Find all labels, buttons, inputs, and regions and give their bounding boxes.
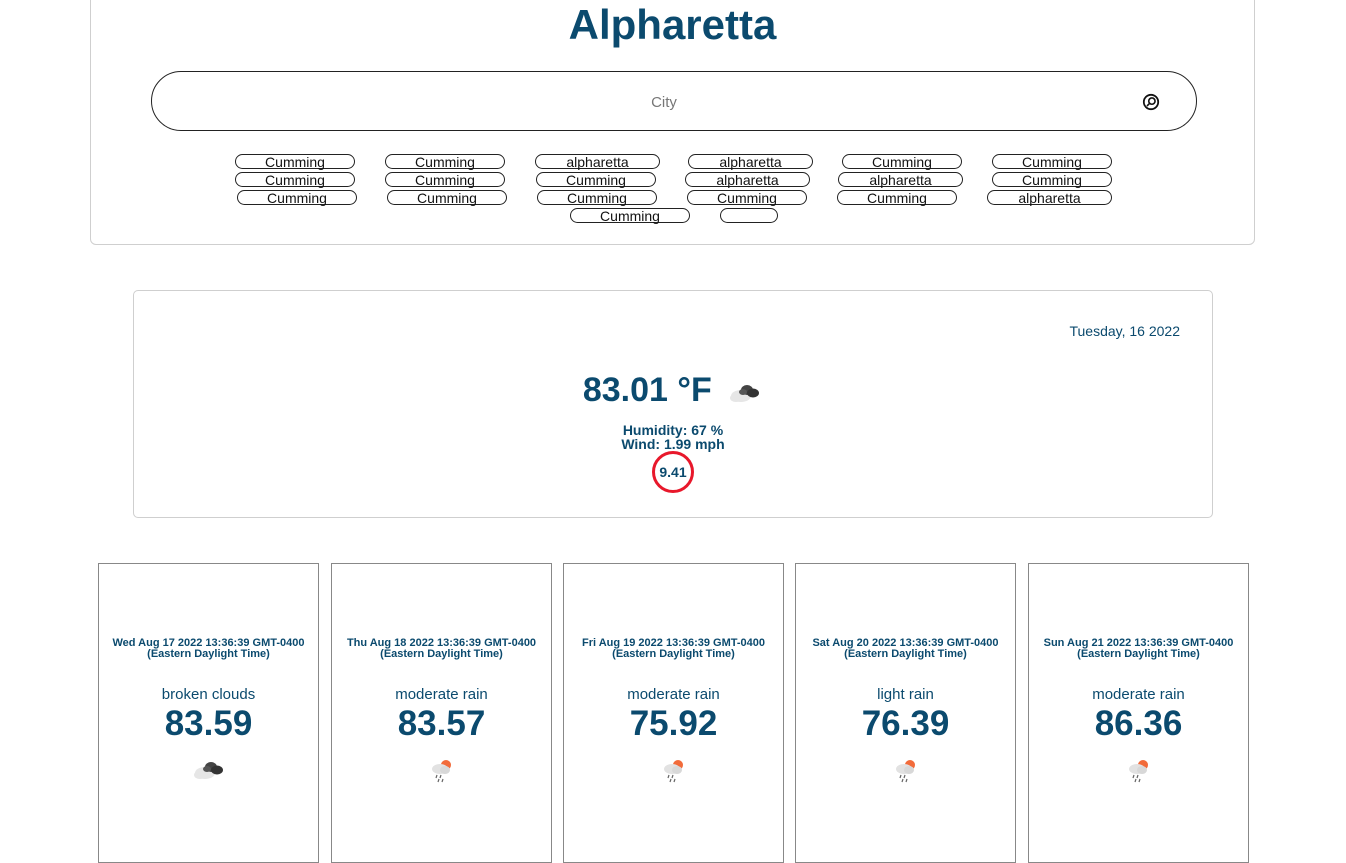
humidity-label: Humidity: 67 % (622, 422, 724, 438)
forecast-description: moderate rain (627, 686, 720, 703)
current-temperature: 83.01 °F (582, 371, 712, 409)
rain-icon (1128, 760, 1148, 783)
search-bar (151, 71, 1197, 131)
history-button[interactable]: Cumming (842, 154, 962, 169)
history-button[interactable]: Cumming (235, 154, 355, 169)
forecast-date: Thu Aug 18 2022 13:36:39 GMT-0400 (Easte… (346, 637, 537, 660)
forecast-description: light rain (877, 686, 934, 703)
forecast-description: moderate rain (395, 686, 488, 703)
wind-label: Wind: 1.99 mph (621, 436, 725, 452)
forecast-card: Thu Aug 18 2022 13:36:39 GMT-0400 (Easte… (331, 563, 552, 863)
rain-icon (663, 760, 683, 783)
current-details: Humidity: 67 % Wind: 1.99 mph (134, 423, 1212, 451)
forecast-date: Wed Aug 17 2022 13:36:39 GMT-0400 (Easte… (112, 637, 305, 660)
history-button[interactable]: Cumming (687, 190, 807, 205)
history-button[interactable]: Cumming (837, 190, 957, 205)
rain-icon (431, 760, 451, 783)
search-card: Alpharetta Cumming Cumming alpharetta al… (90, 0, 1255, 245)
history-button[interactable]: alpharetta (838, 172, 963, 187)
forecast-card: Fri Aug 19 2022 13:36:39 GMT-0400 (Easte… (563, 563, 784, 863)
forecast-temperature: 75.92 (629, 704, 718, 743)
forecast-date: Fri Aug 19 2022 13:36:39 GMT-0400 (Easte… (581, 637, 765, 660)
history-button[interactable]: Cumming (536, 172, 656, 187)
forecast-temperature: 86.36 (1094, 704, 1183, 743)
forecast-card: Sun Aug 21 2022 13:36:39 GMT-0400 (Easte… (1028, 563, 1249, 863)
history-button[interactable]: alpharetta (688, 154, 813, 169)
forecast-date: Sat Aug 20 2022 13:36:39 GMT-0400 (Easte… (812, 637, 999, 660)
city-title: Alpharetta (568, 1, 777, 48)
uv-index-value: 9.41 (659, 464, 687, 480)
search-icon[interactable] (1142, 93, 1160, 111)
forecast-temperature: 76.39 (861, 704, 950, 743)
history-button[interactable]: Cumming (992, 154, 1112, 169)
current-date: Tuesday, 16 2022 (1069, 323, 1180, 339)
rain-icon (895, 760, 915, 783)
uv-index-badge: 9.41 (652, 451, 694, 493)
current-temperature-row: 83.01 °F (134, 371, 1212, 410)
history-button[interactable]: alpharetta (987, 190, 1112, 205)
history-button[interactable]: Cumming (537, 190, 657, 205)
current-weather-card: Tuesday, 16 2022 83.01 °F Humidity: 67 %… (133, 290, 1213, 518)
forecast-description: broken clouds (161, 686, 256, 703)
city-search-input[interactable] (172, 80, 1156, 124)
history-button[interactable]: Cumming (570, 208, 690, 223)
history-button[interactable]: Cumming (237, 190, 357, 205)
history-button[interactable]: alpharetta (685, 172, 810, 187)
forecast-card: Wed Aug 17 2022 13:36:39 GMT-0400 (Easte… (98, 563, 319, 863)
forecast-temperature: 83.57 (397, 704, 486, 743)
history-button[interactable]: alpharetta (535, 154, 660, 169)
history-button[interactable]: Cumming (387, 190, 507, 205)
history-button[interactable]: Cumming (992, 172, 1112, 187)
forecast-card: Sat Aug 20 2022 13:36:39 GMT-0400 (Easte… (795, 563, 1016, 863)
forecast-date: Sun Aug 21 2022 13:36:39 GMT-0400 (Easte… (1043, 637, 1234, 660)
history-button[interactable]: Cumming (385, 172, 505, 187)
forecast-temperature: 83.59 (164, 704, 253, 743)
history-button[interactable] (720, 208, 778, 223)
history-button[interactable]: Cumming (385, 154, 505, 169)
broken-clouds-icon (193, 762, 223, 779)
forecast-description: moderate rain (1092, 686, 1185, 703)
broken-clouds-icon (730, 385, 760, 403)
history-button[interactable]: Cumming (235, 172, 355, 187)
